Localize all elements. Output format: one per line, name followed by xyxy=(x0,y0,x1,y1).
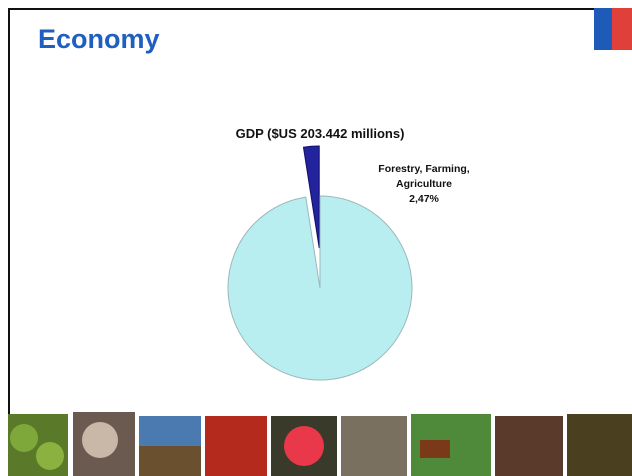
slice-name: Forestry, Farming, Agriculture xyxy=(378,163,470,190)
slice-label: Forestry, Farming, Agriculture 2,47% xyxy=(378,162,470,207)
photo-strip xyxy=(8,412,632,476)
pie-slice xyxy=(227,195,413,381)
slide-title: Economy xyxy=(38,24,160,54)
flag-blue xyxy=(594,8,612,50)
slice-value: 2,47% xyxy=(409,193,439,205)
flag-red xyxy=(612,8,632,50)
pie-slice xyxy=(302,145,320,249)
slide-frame xyxy=(8,8,632,476)
chart-title: GDP ($US 203.442 millions) xyxy=(235,126,405,141)
